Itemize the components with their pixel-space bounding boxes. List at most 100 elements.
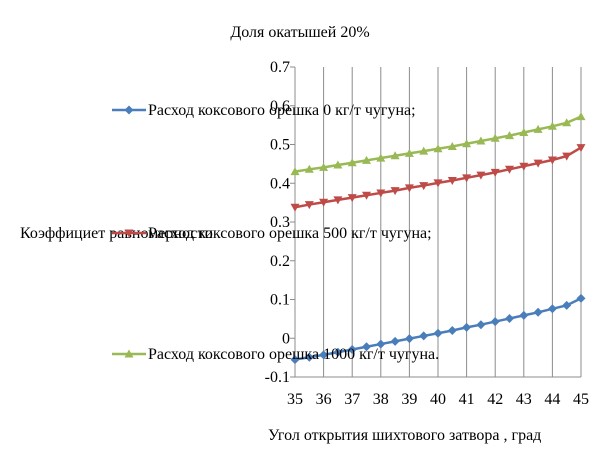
data-point <box>419 146 429 155</box>
data-point <box>333 160 343 169</box>
data-point <box>433 328 443 338</box>
data-point <box>404 148 414 157</box>
y-tick-label: 0.3 <box>270 214 290 231</box>
legend-label: Расход коксового орешка 500 кг/т чугуна; <box>148 225 432 242</box>
data-point <box>404 334 414 344</box>
data-point <box>362 342 371 352</box>
data-point <box>490 133 500 142</box>
series-layer <box>290 112 586 365</box>
y-tick-label: 0 <box>282 330 290 347</box>
data-point <box>533 159 543 168</box>
y-tick-label: 0.6 <box>270 98 290 115</box>
data-point <box>404 184 414 193</box>
data-point <box>304 201 314 210</box>
x-tick-label: 39 <box>401 391 417 408</box>
y-tick-label: 0.2 <box>270 253 290 270</box>
data-point <box>333 196 343 205</box>
data-point <box>433 144 443 153</box>
x-tick-label: 45 <box>573 391 589 408</box>
data-point <box>390 187 400 196</box>
legend-label: Расход коксового орешка 0 кг/т чугуна; <box>148 102 416 119</box>
data-point <box>304 352 314 362</box>
data-point <box>519 162 529 171</box>
data-point <box>547 121 557 130</box>
x-tick-label: 35 <box>287 391 303 408</box>
x-tick-label: 43 <box>516 391 532 408</box>
data-point <box>419 331 429 341</box>
data-point <box>447 326 457 335</box>
data-point <box>562 300 572 310</box>
x-tick-label: 37 <box>344 391 360 408</box>
data-point <box>562 118 572 127</box>
data-point <box>362 191 371 200</box>
data-point <box>447 177 457 186</box>
legend-item-2: Расход коксового орешка 500 кг/т чугуна; <box>112 225 432 242</box>
x-tick-label: 40 <box>430 391 446 408</box>
y-tick-label: 0.4 <box>270 175 290 192</box>
tick-labels: 35 36 37 38 39 40 41 42 43 44 45 -0.1 0 0.1 0.2 0.3 0.4 0… <box>265 59 589 408</box>
data-point <box>376 189 386 198</box>
legend: Расход коксового орешка 0 кг/т чугуна; Ра… <box>112 102 439 363</box>
data-point <box>433 179 443 188</box>
data-point <box>390 336 400 346</box>
x-tick-label: 44 <box>544 391 560 408</box>
data-point <box>462 322 472 332</box>
x-axis-label: Угол открытия шихтового затвора , град <box>268 427 541 444</box>
legend-label: Расход коксового орешка 1000 кг/т чугуна… <box>148 346 439 363</box>
data-point <box>333 347 343 357</box>
x-tick-label: 42 <box>487 391 503 408</box>
data-point <box>390 151 400 160</box>
data-point <box>547 304 557 314</box>
data-point <box>533 307 543 317</box>
data-point <box>476 171 486 180</box>
data-point <box>505 313 514 323</box>
data-point <box>533 124 543 133</box>
legend-marker <box>124 349 134 358</box>
data-point <box>476 320 486 330</box>
data-point <box>476 136 486 145</box>
data-point <box>319 350 329 360</box>
data-point <box>519 310 529 320</box>
data-point <box>290 355 300 365</box>
x-tick-label: 38 <box>373 391 389 408</box>
x-tick-label: 41 <box>459 391 475 408</box>
legend-item-3: Расход коксового орешка 1000 кг/т чугуна… <box>112 346 439 363</box>
data-point <box>505 165 514 174</box>
data-point <box>505 131 514 140</box>
series-3 <box>290 112 586 176</box>
data-point <box>490 168 500 177</box>
data-point <box>462 139 472 148</box>
data-point <box>347 344 357 354</box>
y-tick-label: 0.7 <box>270 59 290 76</box>
data-point <box>576 144 586 153</box>
data-point <box>290 203 300 212</box>
data-point <box>376 339 386 349</box>
data-point <box>462 174 472 183</box>
series-1 <box>290 293 586 365</box>
data-point <box>490 317 500 327</box>
data-point <box>347 194 357 203</box>
data-point <box>419 182 429 191</box>
legend-marker <box>124 229 134 238</box>
data-point <box>547 156 557 165</box>
data-point <box>290 167 300 176</box>
data-point <box>319 162 329 171</box>
legend-marker <box>124 105 134 115</box>
data-point <box>304 164 314 173</box>
y-tick-label: 0.5 <box>270 137 290 154</box>
data-point <box>362 155 371 164</box>
data-point <box>519 127 529 136</box>
data-point <box>447 141 457 150</box>
y-tick-label: -0.1 <box>265 369 290 386</box>
data-point <box>576 293 586 303</box>
series-2 <box>290 144 586 212</box>
x-tick-label: 36 <box>316 391 332 408</box>
chart-title: Доля окатышей 20% <box>230 24 369 41</box>
data-point <box>562 152 572 161</box>
data-point <box>347 158 357 167</box>
data-point <box>319 198 329 207</box>
legend-item-1: Расход коксового орешка 0 кг/т чугуна; <box>112 102 416 119</box>
data-point <box>576 112 586 121</box>
data-point <box>376 153 386 162</box>
